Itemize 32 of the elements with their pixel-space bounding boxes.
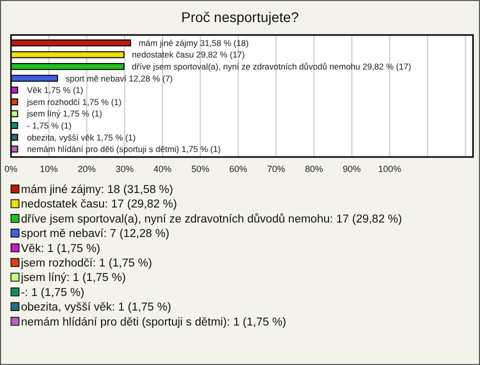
x-tick-label: 30% (116, 164, 134, 174)
text: jsem líný: 1 (1,75 %) (20, 272, 126, 284)
category-label: - 1,75 % (1) (27, 120, 72, 130)
category-label: jsem rozhodčí 1,75 % (1) (27, 96, 122, 107)
x-tick-label: 60% (229, 164, 248, 174)
text: mám jiné zájmy: 18 (31,58 %) (21, 184, 174, 196)
text: obezita, vyšší věk: 1 (1,75 %) (21, 302, 172, 314)
category-label: Věk 1,75 % (1) (27, 85, 84, 96)
text: nedostatek času: 17 (29,82 %) (21, 198, 178, 211)
x-tick-label: 20% (78, 164, 96, 174)
x-tick-label: 50% (191, 164, 210, 174)
category-label: obezita, vyšší věk 1,75 % (1) (27, 132, 136, 142)
x-tick-label: 70% (267, 164, 286, 174)
category-label: nedostatek času 29,82 % (17) (132, 50, 245, 60)
text: dříve jsem sportoval(a), nyní ze zdravotních důvodů nemohu: 17 (29,82 %) (21, 212, 402, 226)
x-tick-label: 10% (40, 164, 58, 174)
x-tick-label: 90% (342, 164, 361, 174)
category-label: jsem líný 1,75 % (1) (27, 108, 102, 119)
category-label: mám jiné zájmy 31,58 % (18) (138, 38, 249, 48)
category-label: sport mě nebaví 12,28 % (7) (66, 73, 173, 84)
x-tick-label: 100% (378, 164, 402, 174)
text: nemám hlídání pro děti (sportuji s dětmi): 1 (1,75 %) (21, 316, 286, 328)
category-label: dříve jsem sportoval(a), nyní ze zdravotních důvodů nemohu 29,82 % (17) (132, 61, 412, 72)
text: -: 1 (1,75 %) (21, 286, 84, 299)
text: sport mě nebaví: 7 (12,28 %) (21, 228, 170, 240)
x-tick-label: 40% (153, 164, 172, 174)
x-tick-label: 0% (4, 164, 18, 174)
chart-title: Proč nesportujete? (181, 9, 299, 25)
text: jsem rozhodčí: 1 (1,75 %) (20, 258, 152, 270)
text: Věk: 1 (1,75 %) (21, 242, 100, 255)
x-tick-label: 80% (304, 164, 323, 174)
category-label: nemám hlídání pro děti (sportuji s dětmi) 1,75 % (1) (27, 144, 221, 154)
